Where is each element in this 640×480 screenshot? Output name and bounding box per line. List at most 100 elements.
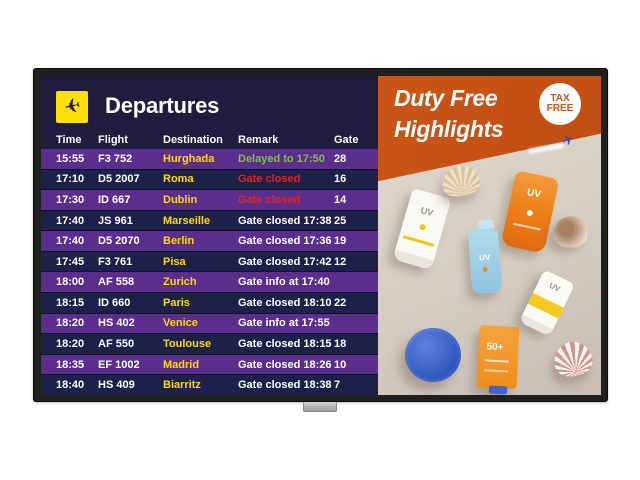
destination-cell: Dublin [163,193,198,206]
column-header-destination: Destination [163,134,223,146]
flight-cell: AF 558 [98,276,135,289]
gate-cell: 12 [334,255,347,268]
time-cell: 18:15 [56,296,85,309]
time-cell: 17:40 [56,235,85,248]
ad-title-line2: Highlights [394,116,504,142]
gate-cell: 10 [334,358,347,371]
gate-cell: 14 [334,193,347,206]
destination-cell: Marseille [163,214,211,227]
blue-compact-disc [405,328,461,382]
departures-plane-icon: ✈ [56,91,88,123]
time-cell: 17:10 [56,173,85,186]
striped-shell [550,338,596,380]
time-cell: 17:30 [56,193,85,206]
badge-line1: TAX [550,93,570,104]
time-cell: 17:45 [56,255,85,268]
departure-row: 17:40 JS 961 Marseille Gate closed 17:38 25 [41,210,378,231]
tax-free-badge: TAX FREE [539,83,581,125]
label-line [484,359,509,363]
departures-title: Departures [105,93,220,118]
flight-cell: AF 550 [98,337,135,350]
column-header-gate: Gate [334,134,359,146]
label-line [484,369,509,373]
flight-cell: D5 2070 [98,235,140,248]
ad-title-line1: Duty Free [394,85,498,111]
remark-cell: Gate closed [238,173,301,186]
remark-cell: Gate info at 17:40 [238,276,330,289]
monitor-bezel: ✈ Departures Time Flight Destination Remark… [33,68,608,402]
departure-row: 18:40 HS 409 Biarritz Gate closed 18:38 7 [41,375,378,395]
departures-header: ✈ Departures [41,76,378,126]
time-cell: 18:40 [56,379,85,392]
gate-cell: 18 [334,337,347,350]
time-cell: 15:55 [56,152,85,165]
spf-label: 50+ [486,341,504,354]
destination-cell: Madrid [163,358,200,371]
destination-cell: Toulouse [163,337,212,350]
remark-cell: Gate closed 17:42 [238,255,332,268]
departure-row: 17:45 F3 761 Pisa Gate closed 17:42 12 [41,251,378,272]
stick-blue-cap [488,385,508,395]
remark-cell: Gate closed 18:26 [238,358,332,371]
tube-cap [392,249,434,271]
departures-table: 15:55 F3 752 Hurghada Delayed to 17:50 28 17:… [41,149,378,395]
plane-glyph: ✈ [61,94,83,120]
orange-sunscreen-stick: 50+ [476,324,520,390]
sun-dot-icon [526,209,534,217]
departure-row: 15:55 F3 752 Hurghada Delayed to 17:50 28 [41,149,378,169]
time-cell: 18:00 [56,276,85,289]
time-cell: 17:40 [56,214,85,227]
sun-dot-icon [482,266,488,273]
remark-cell: Gate info at 17:55 [238,317,330,330]
blue-spray-bottle: UV [467,228,503,294]
spray-bottle-cap [478,220,494,231]
small-white-tube: UV [519,269,575,337]
destination-cell: Paris [163,296,190,309]
monitor-stand [303,402,337,412]
remark-cell: Gate closed [238,193,301,206]
flight-cell: F3 752 [98,152,133,165]
signage-screen: ✈ Departures Time Flight Destination Remark… [41,76,601,395]
remark-cell: Gate closed 17:36 [238,235,332,248]
departure-row: 18:00 AF 558 Zurich Gate info at 17:40 [41,272,378,293]
departure-row: 18:20 HS 402 Venice Gate info at 17:55 [41,313,378,334]
gate-cell: 16 [334,173,347,186]
remark-cell: Gate closed 18:38 [238,379,332,392]
flight-cell: JS 961 [98,214,133,227]
white-sunscreen-tube: UV [392,187,452,271]
column-header-row: Time Flight Destination Remark Gate [41,126,378,149]
duty-free-ad: UV UV UV 50+ [378,76,601,395]
orange-sunscreen-tube: UV [500,170,560,254]
scallop-shell [439,162,483,200]
gate-cell: 25 [334,214,347,227]
remark-cell: Gate closed 18:15 [238,337,332,350]
destination-cell: Venice [163,317,198,330]
gate-cell: 7 [334,379,341,392]
badge-line2: FREE [546,103,574,114]
destination-cell: Zurich [163,276,197,289]
tube-cap [519,314,554,337]
gate-cell: 22 [334,296,347,309]
departure-row: 18:15 ID 660 Paris Gate closed 18:10 22 [41,293,378,313]
uv-label: UV [478,252,491,263]
flight-cell: HS 402 [98,317,135,330]
remark-cell: Gate closed 17:38 [238,214,332,227]
departures-board: ✈ Departures Time Flight Destination Remark… [41,76,378,395]
gate-cell: 19 [334,235,347,248]
label-line [512,222,541,231]
sun-dot-icon [418,223,427,231]
departure-row: 18:20 AF 550 Toulouse Gate closed 18:15 18 [41,334,378,354]
departure-row: 17:40 D5 2070 Berlin Gate closed 17:36 19 [41,231,378,251]
departure-row: 17:30 ID 667 Dublin Gate closed 14 [41,190,378,210]
destination-cell: Biarritz [163,379,201,392]
flight-cell: F3 761 [98,255,133,268]
flight-cell: ID 660 [98,296,131,309]
destination-cell: Berlin [163,235,195,248]
remark-cell: Delayed to 17:50 [238,152,325,165]
uv-label: UV [525,187,542,201]
column-header-remark: Remark [238,134,279,146]
remark-cell: Gate closed 18:10 [238,296,332,309]
time-cell: 18:20 [56,337,85,350]
destination-cell: Roma [163,173,194,186]
column-header-flight: Flight [98,134,128,146]
